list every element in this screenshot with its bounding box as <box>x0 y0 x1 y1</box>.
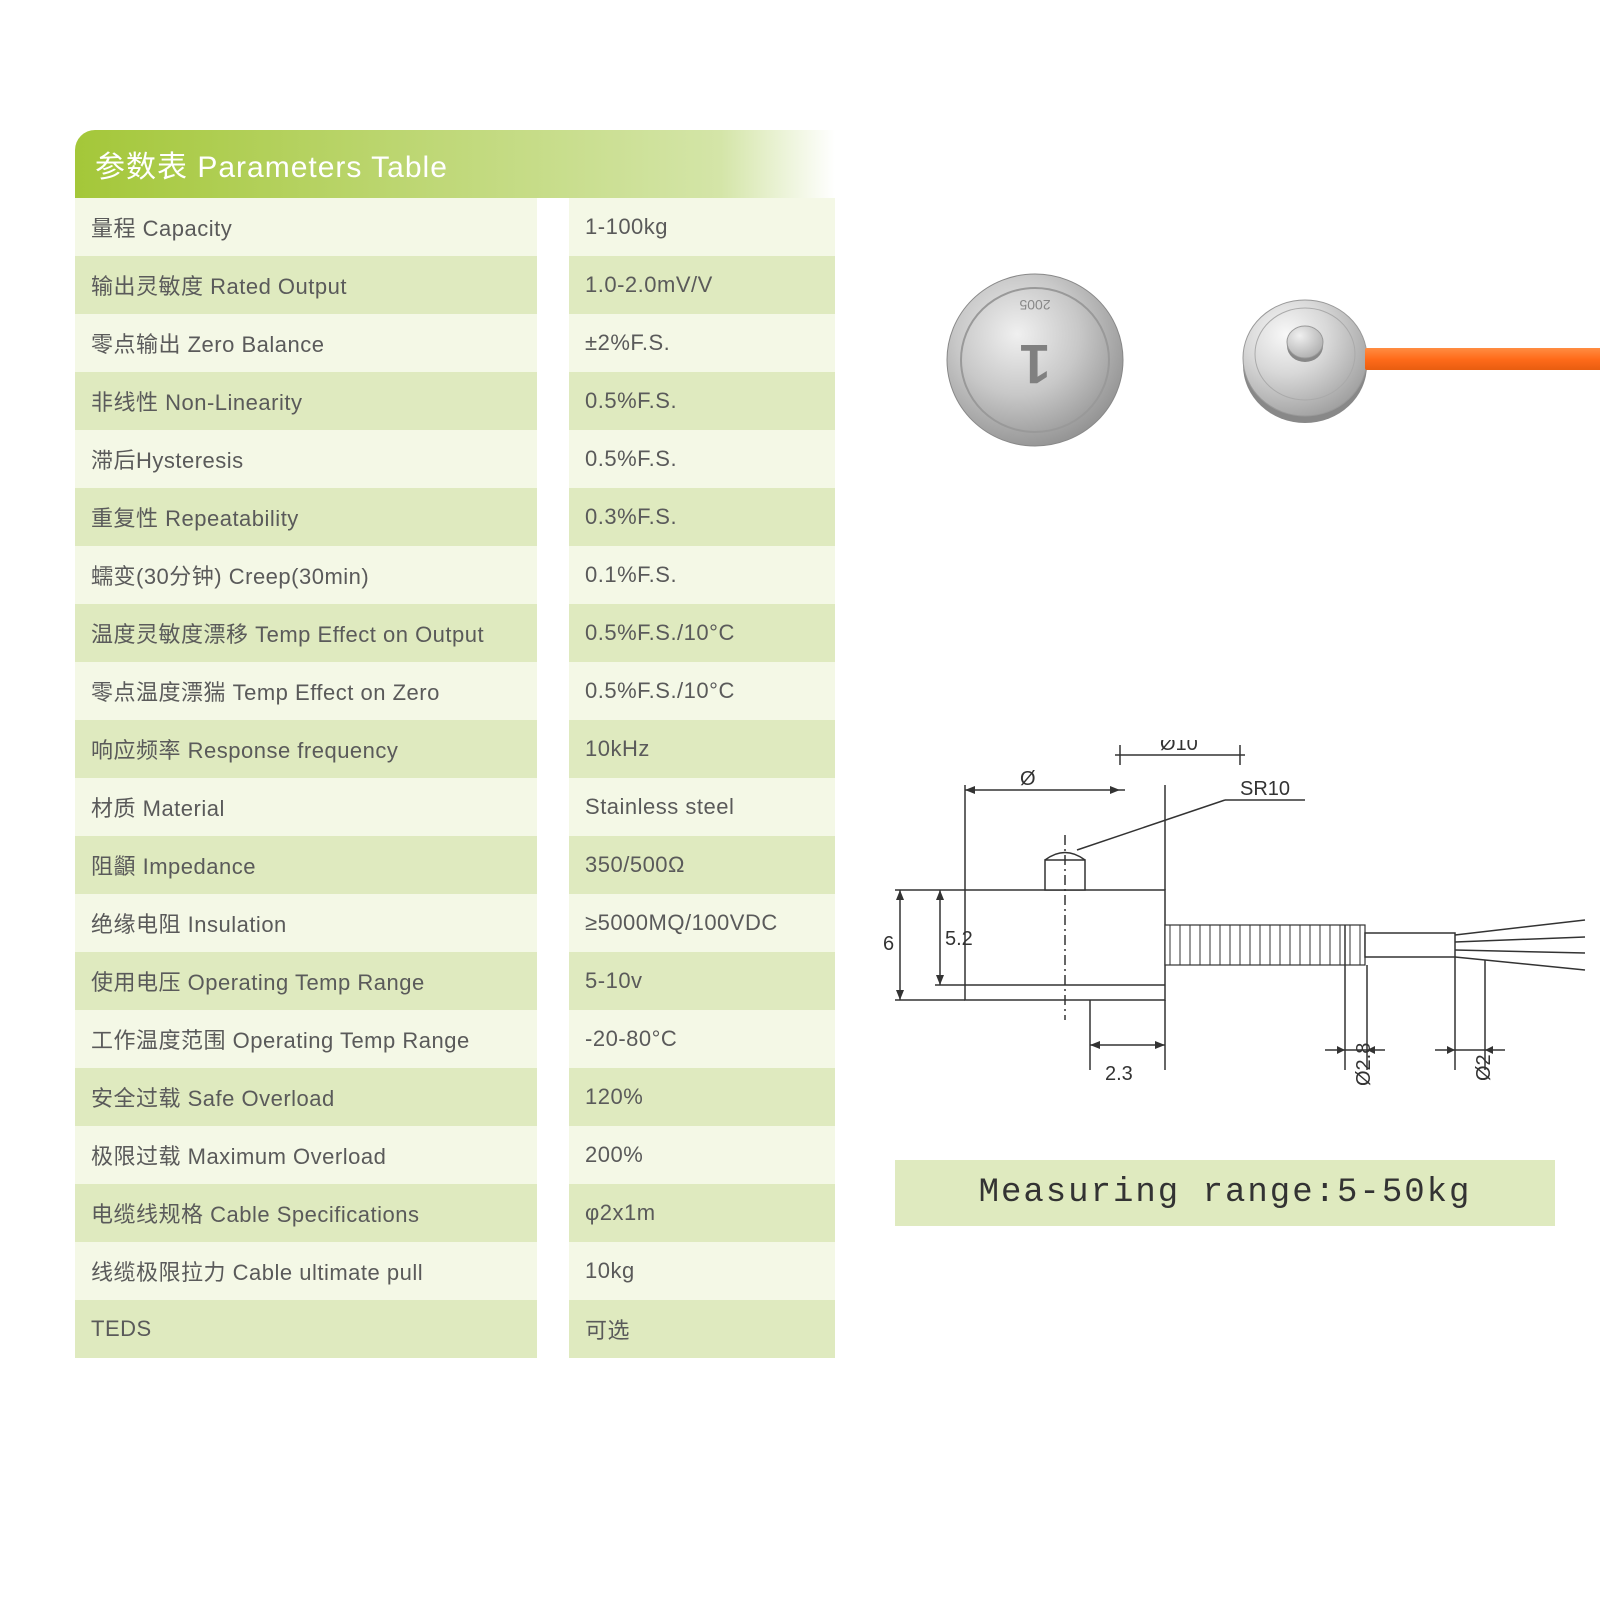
param-value: 5-10v <box>569 952 835 1010</box>
param-label: 材质 Material <box>75 778 537 836</box>
param-label: 绝缘电阻 Insulation <box>75 894 537 952</box>
param-label: 阻顲 Impedance <box>75 836 537 894</box>
product-photo: 1 2005 <box>865 230 1600 510</box>
param-value: 10kg <box>569 1242 835 1300</box>
table-row: 温度灵敏度漂移 Temp Effect on Output 0.5%F.S./10… <box>75 604 835 662</box>
table-row: 线缆极限拉力 Cable ultimate pull 10kg <box>75 1242 835 1300</box>
table-row: 非线性 Non-Linearity 0.5%F.S. <box>75 372 835 430</box>
param-value: 0.5%F.S. <box>569 372 835 430</box>
table-row: 极限过载 Maximum Overload 200% <box>75 1126 835 1184</box>
param-label: 温度灵敏度漂移 Temp Effect on Output <box>75 604 537 662</box>
param-value: 0.5%F.S. <box>569 430 835 488</box>
param-value: 0.5%F.S./10°C <box>569 604 835 662</box>
param-value: Stainless steel <box>569 778 835 836</box>
parameters-table: 量程 Capacity 1-100kg 输出灵敏度 Rated Output 1.0-… <box>75 198 835 1358</box>
param-label: TEDS <box>75 1300 537 1358</box>
param-label: 零点温度漂猯 Temp Effect on Zero <box>75 662 537 720</box>
table-row: 零点输出 Zero Balance ±2%F.S. <box>75 314 835 372</box>
table-header: 参数表 Parameters Table <box>75 130 835 198</box>
technical-drawing: SR10 Ø10 Ø 6 <box>845 740 1600 1100</box>
svg-text:Ø2.8: Ø2.8 <box>1353 1043 1375 1086</box>
table-row: 阻顲 Impedance 350/500Ω <box>75 836 835 894</box>
table-row: 工作温度范围 Operating Temp Range -20-80°C <box>75 1010 835 1068</box>
svg-text:5.2: 5.2 <box>945 928 973 950</box>
param-value: 350/500Ω <box>569 836 835 894</box>
table-row: 电缆线规格 Cable Specifications φ2x1m <box>75 1184 835 1242</box>
param-label: 安全过载 Safe Overload <box>75 1068 537 1126</box>
param-label: 输出灵敏度 Rated Output <box>75 256 537 314</box>
svg-text:SR10: SR10 <box>1240 778 1290 800</box>
param-value: 1.0-2.0mV/V <box>569 256 835 314</box>
param-value: ≥5000MQ/100VDC <box>569 894 835 952</box>
param-value: 200% <box>569 1126 835 1184</box>
param-label: 蠕变(30分钟) Creep(30min) <box>75 546 537 604</box>
svg-text:1: 1 <box>1019 333 1050 396</box>
table-row: 重复性 Repeatability 0.3%F.S. <box>75 488 835 546</box>
table-row: 响应频率 Response frequency 10kHz <box>75 720 835 778</box>
param-value: 1-100kg <box>569 198 835 256</box>
param-value: -20-80°C <box>569 1010 835 1068</box>
param-label: 零点输出 Zero Balance <box>75 314 537 372</box>
sensor-icon <box>1235 290 1375 430</box>
table-row: 使用电压 Operating Temp Range 5-10v <box>75 952 835 1010</box>
table-row: 滞后Hysteresis 0.5%F.S. <box>75 430 835 488</box>
svg-text:Ø: Ø <box>1020 768 1036 790</box>
table-row: TEDS 可选 <box>75 1300 835 1358</box>
param-value: 0.5%F.S./10°C <box>569 662 835 720</box>
coin-icon: 1 2005 <box>945 270 1125 450</box>
param-label: 线缆极限拉力 Cable ultimate pull <box>75 1242 537 1300</box>
param-label: 量程 Capacity <box>75 198 537 256</box>
svg-text:Ø10: Ø10 <box>1160 740 1198 755</box>
param-value: 120% <box>569 1068 835 1126</box>
param-label: 电缆线规格 Cable Specifications <box>75 1184 537 1242</box>
svg-text:Ø2: Ø2 <box>1473 1054 1495 1081</box>
table-row: 蠕变(30分钟) Creep(30min) 0.1%F.S. <box>75 546 835 604</box>
table-row: 安全过载 Safe Overload 120% <box>75 1068 835 1126</box>
table-row: 零点温度漂猯 Temp Effect on Zero 0.5%F.S./10°C <box>75 662 835 720</box>
param-label: 重复性 Repeatability <box>75 488 537 546</box>
measuring-range-label: Measuring range:5-50kg <box>895 1160 1555 1226</box>
param-value: 可选 <box>569 1300 835 1358</box>
param-label: 使用电压 Operating Temp Range <box>75 952 537 1010</box>
table-row: 量程 Capacity 1-100kg <box>75 198 835 256</box>
param-label: 非线性 Non-Linearity <box>75 372 537 430</box>
table-row: 材质 Material Stainless steel <box>75 778 835 836</box>
param-label: 工作温度范围 Operating Temp Range <box>75 1010 537 1068</box>
param-label: 极限过载 Maximum Overload <box>75 1126 537 1184</box>
table-row: 绝缘电阻 Insulation ≥5000MQ/100VDC <box>75 894 835 952</box>
svg-text:6: 6 <box>883 933 894 955</box>
svg-text:2005: 2005 <box>1019 297 1050 313</box>
param-value: 0.1%F.S. <box>569 546 835 604</box>
param-value: φ2x1m <box>569 1184 835 1242</box>
cable-icon <box>1365 348 1600 370</box>
svg-text:2.3: 2.3 <box>1105 1063 1133 1085</box>
table-row: 输出灵敏度 Rated Output 1.0-2.0mV/V <box>75 256 835 314</box>
param-value: 0.3%F.S. <box>569 488 835 546</box>
param-label: 滞后Hysteresis <box>75 430 537 488</box>
param-value: ±2%F.S. <box>569 314 835 372</box>
param-label: 响应频率 Response frequency <box>75 720 537 778</box>
param-value: 10kHz <box>569 720 835 778</box>
